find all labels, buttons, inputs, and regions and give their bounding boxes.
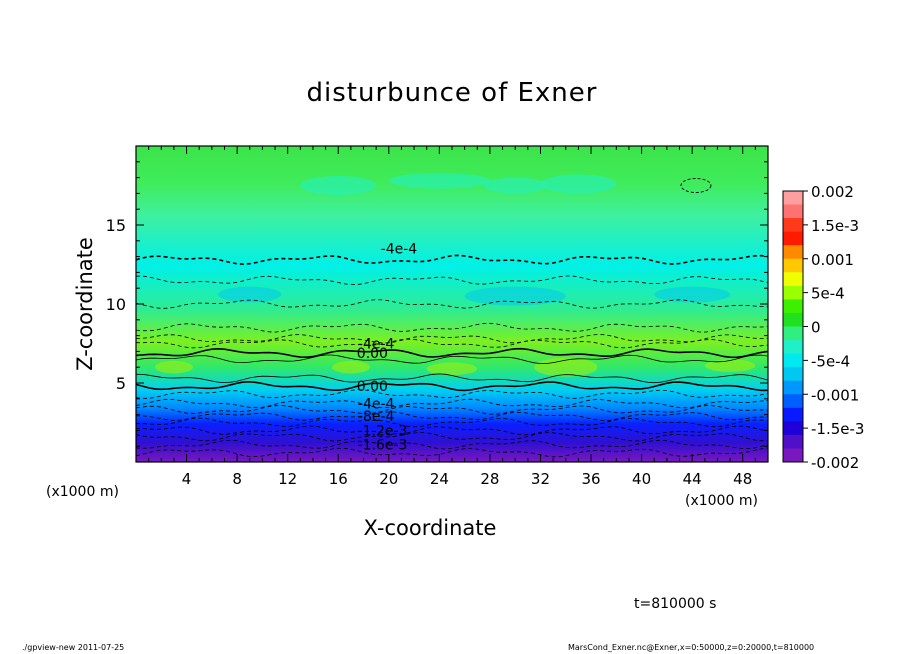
colorbar-swatch (783, 218, 803, 233)
contour-line (136, 338, 768, 349)
x-tick-label: 24 (430, 470, 449, 488)
field-background (136, 146, 768, 462)
colorbar-swatch (783, 448, 803, 463)
contour-label: -1.6e-3 (358, 438, 408, 454)
colorbar-swatch (783, 353, 803, 368)
colorbar-tick-label: -5e-4 (811, 352, 850, 370)
contour-label: -8e-4 (358, 409, 395, 425)
contour-line (136, 334, 768, 344)
colorbar-swatch (783, 204, 803, 219)
colorbar: 0.002 1.5e-3 0.001 5e-4 0 -5e-4 -0.001 -1.5e-3 -… (782, 183, 864, 472)
field-patch (534, 357, 598, 377)
field-patch (483, 177, 547, 194)
contour-line (136, 380, 768, 392)
x-tick-label: 28 (480, 470, 499, 488)
contour-line (136, 398, 768, 409)
time-label: t=810000 s (634, 596, 717, 612)
footer-left: ./gpview-new 2011-07-25 (22, 643, 125, 652)
x-axis-label: X-coordinate (363, 516, 497, 540)
colorbar-swatch (783, 272, 803, 287)
y-tick-label: 10 (106, 295, 126, 314)
contour-closed (680, 178, 712, 193)
colorbar-swatch (783, 191, 803, 206)
contour-line (136, 299, 768, 309)
colorbar-swatch (783, 434, 803, 449)
colorbar-tick-label: 1.5e-3 (811, 217, 859, 235)
contour-label: -4e-4 (358, 337, 395, 353)
contour-line (136, 411, 768, 422)
contour-label: -4e-4 (381, 242, 418, 258)
contour-line (136, 432, 768, 442)
colorbar-tick-label: 0.002 (811, 183, 854, 201)
colorbar-swatch (783, 394, 803, 409)
colorbar-tick-label: 0.001 (811, 251, 854, 269)
contour-line (136, 447, 768, 458)
colorbar-swatch (783, 245, 803, 260)
colorbar-swatch (783, 407, 803, 422)
field-patch (464, 286, 566, 306)
colorbar-tick-label: -1.5e-3 (811, 420, 864, 438)
contour-label: 0.00 (357, 379, 388, 395)
colorbar-swatch (783, 258, 803, 273)
field-patch (540, 174, 617, 194)
colorbar-swatch (783, 367, 803, 382)
x-tick-label: 40 (632, 470, 651, 488)
x-tick-label: 44 (683, 470, 702, 488)
contour-line (136, 254, 768, 266)
colorbar-swatch (783, 421, 803, 436)
x-tick-label: 4 (182, 470, 192, 488)
x-unit-label-left: (x1000 m) (46, 484, 119, 500)
colorbar-tick-label: -0.001 (811, 386, 859, 404)
field-patch (218, 286, 282, 303)
x-tick-label: 48 (733, 470, 752, 488)
field-patch (300, 176, 377, 195)
contour-line (136, 389, 768, 399)
colorbar-tick-label: 5e-4 (811, 285, 845, 303)
field-patch (331, 360, 370, 374)
x-tick-label: 12 (278, 470, 297, 488)
field-patch (654, 286, 731, 303)
x-tick-label: 32 (531, 470, 550, 488)
y-tick-label: 15 (106, 216, 126, 235)
contour-line (136, 417, 768, 428)
contour-line (136, 275, 768, 286)
contour-line (136, 347, 768, 359)
colorbar-tick-label: 0 (811, 319, 821, 337)
field-patch (154, 360, 193, 374)
colorbar-swatch (783, 231, 803, 246)
contour-line (136, 439, 768, 450)
x-tick-label: 8 (232, 470, 242, 488)
x-tick-label: 20 (379, 470, 398, 488)
contour-line (136, 425, 768, 436)
field-patch (704, 359, 756, 372)
contour-label: -1.2e-3 (358, 423, 408, 439)
contour-line (136, 405, 768, 415)
chart-title: disturbunce of Exner (306, 78, 598, 108)
plot-area (136, 146, 768, 462)
field-patch (426, 362, 478, 376)
x-tick-label: 36 (581, 470, 600, 488)
x-unit-label-right: (x1000 m) (685, 493, 758, 509)
colorbar-swatch (783, 380, 803, 395)
field-patch (388, 172, 490, 189)
contour-label: -4e-4 (358, 397, 395, 413)
colorbar-swatch (783, 299, 803, 314)
contour-line (136, 322, 768, 333)
colorbar-swatch (783, 326, 803, 341)
colorbar-swatch (783, 312, 803, 327)
x-tick-label: 16 (329, 470, 348, 488)
y-tick-label: 5 (116, 374, 126, 393)
colorbar-tick-label: -0.002 (811, 454, 859, 472)
contour-line (136, 354, 768, 364)
colorbar-swatch (783, 340, 803, 355)
contour-label: 0.00 (357, 346, 388, 362)
colorbar-swatch (783, 285, 803, 300)
footer-right: MarsCond_Exner.nc@Exner,x=0:50000,z=0:20… (568, 643, 815, 652)
contour-line (136, 373, 768, 384)
